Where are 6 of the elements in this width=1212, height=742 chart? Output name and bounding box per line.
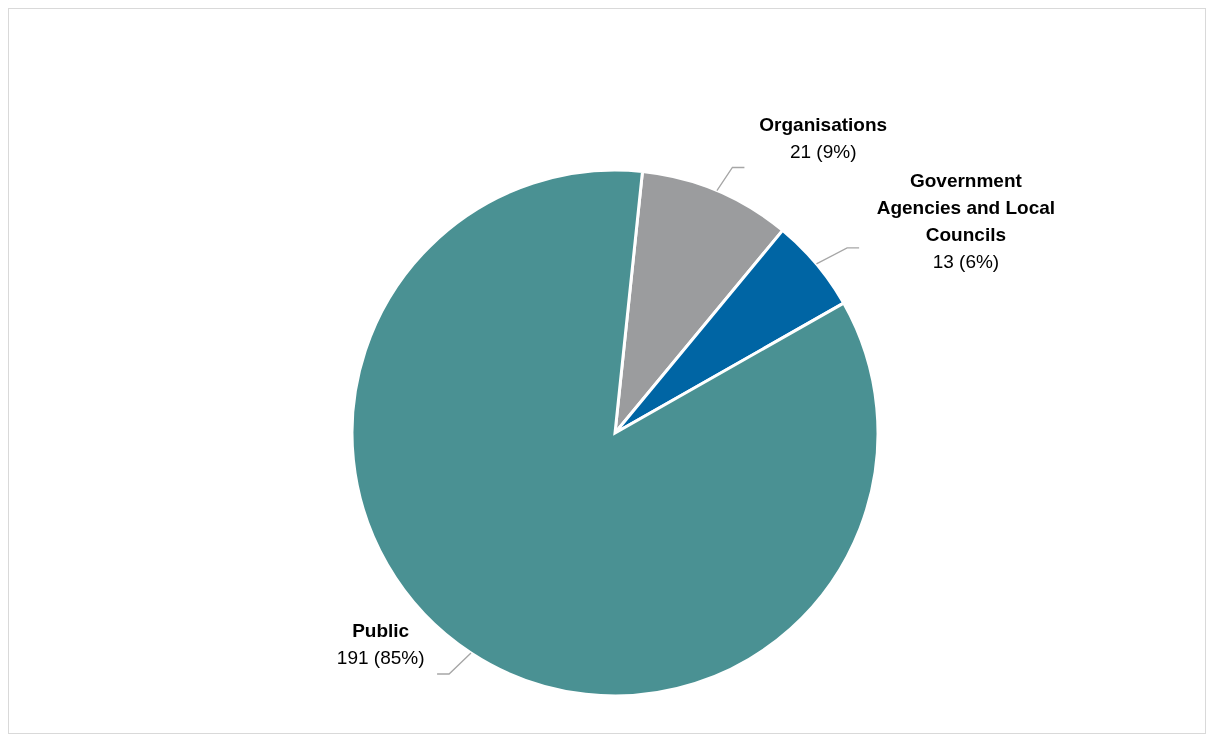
slice-label: Organisations bbox=[759, 113, 888, 135]
slice-label: Public bbox=[352, 619, 410, 641]
data-label: 13 (6%) bbox=[932, 250, 1000, 272]
slice-label: Government Agencies and Local Councils bbox=[876, 169, 1056, 245]
data-label: 21 (9%) bbox=[789, 140, 857, 162]
data-label: 191 (85%) bbox=[336, 646, 425, 668]
